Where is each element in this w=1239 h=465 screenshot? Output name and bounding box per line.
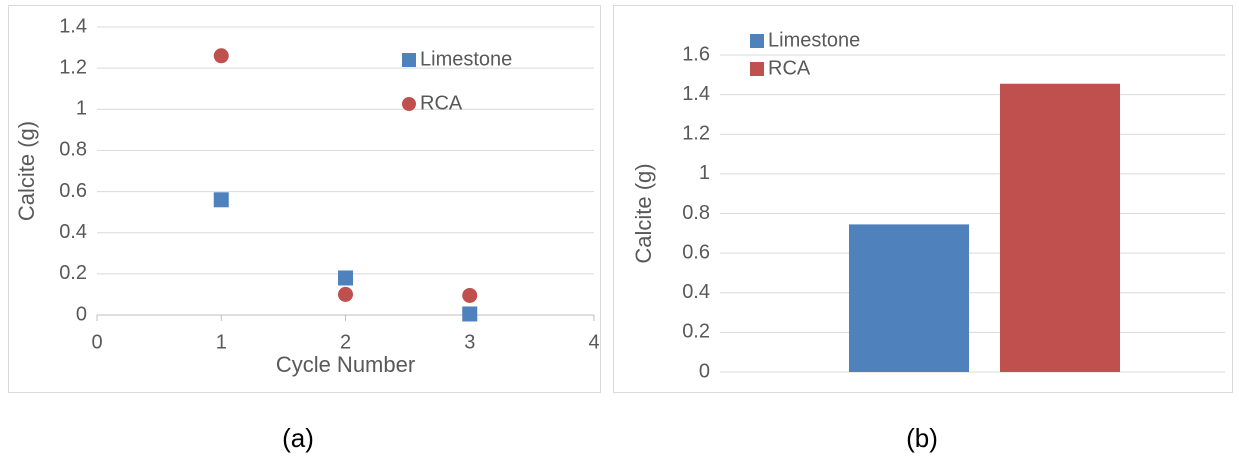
x-tick-label: 0: [91, 331, 102, 353]
legend-label: RCA: [768, 57, 811, 79]
legend-marker: [750, 62, 764, 76]
data-point: [338, 286, 353, 302]
legend-marker: [750, 34, 764, 48]
y-tick-label: 0.8: [59, 139, 87, 161]
caption: (b): [906, 423, 938, 453]
x-axis-title: Cycle Number: [276, 352, 415, 377]
data-point: [338, 270, 353, 286]
y-tick-label: 1.2: [59, 56, 87, 78]
x-tick-label: 1: [216, 331, 227, 353]
x-tick-label: 3: [464, 331, 475, 353]
y-tick-label: 0.4: [59, 221, 87, 243]
legend-label: Limestone: [420, 48, 512, 70]
y-axis-title: Calcite (g): [631, 163, 656, 263]
data-point: [462, 306, 478, 322]
caption: (a): [282, 423, 314, 453]
legend-label: Limestone: [768, 29, 860, 51]
bar: [1000, 83, 1120, 373]
y-tick-label: 0.6: [682, 241, 710, 263]
y-tick-label: 1.4: [59, 15, 87, 37]
y-tick-label: 1.4: [682, 83, 710, 105]
y-tick-label: 0.8: [682, 202, 710, 224]
y-tick-label: 0: [76, 303, 87, 325]
bar: [849, 224, 969, 372]
y-tick-label: 0.2: [682, 321, 710, 343]
x-tick-label: 4: [588, 331, 599, 353]
y-tick-label: 0.2: [59, 262, 87, 284]
y-axis-title: Calcite (g): [14, 121, 39, 221]
y-tick-label: 1.6: [682, 43, 710, 65]
x-tick-label: 2: [340, 331, 351, 353]
y-tick-label: 1: [76, 98, 87, 120]
y-tick-label: 1.2: [682, 123, 710, 145]
y-tick-label: 0.4: [682, 281, 710, 303]
data-point: [213, 48, 229, 64]
legend-marker: [402, 53, 416, 67]
panel-frame: [8, 5, 601, 393]
data-point: [213, 192, 229, 208]
data-point: [462, 287, 478, 303]
legend-label: RCA: [420, 92, 463, 114]
legend-marker: [402, 97, 416, 111]
y-tick-label: 0: [699, 360, 710, 382]
y-tick-label: 0.6: [59, 180, 87, 202]
y-tick-label: 1: [699, 162, 710, 184]
